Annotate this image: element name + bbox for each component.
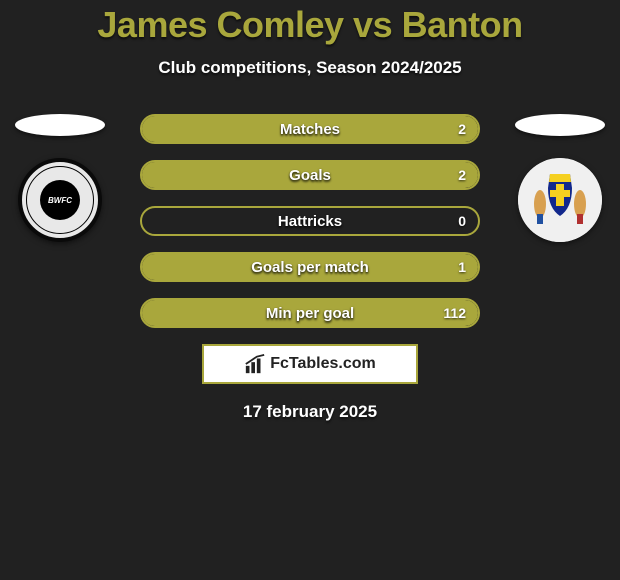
stat-value-right: 112 [443,305,466,321]
stat-value-right: 0 [458,213,466,229]
chart-icon [244,353,266,375]
stats-column: Matches 2 Goals 2 Hattricks 0 Goals per match 1… [140,114,480,328]
date-line: 17 february 2025 [0,402,620,422]
club-badge-right-crest [518,158,602,242]
stat-value-right: 2 [458,121,466,137]
player-right-panel [510,114,610,242]
flag-ellipse-right [515,114,605,136]
page-title: James Comley vs Banton [0,4,620,46]
stat-label: Matches [280,121,340,138]
compare-area: BWFC Matches2Goals2Hat [0,114,620,328]
stat-value-right: 1 [458,259,466,275]
stat-row: Matches 2 [140,114,480,144]
flag-ellipse-left [15,114,105,136]
stat-row: Min per goal 112 [140,298,480,328]
stat-label: Min per goal [266,305,354,322]
stat-row: Goals 2 [140,160,480,190]
club-badge-left: BWFC [18,158,102,242]
club-badge-left-ring [26,166,94,234]
stat-value-right: 2 [458,167,466,183]
club-badge-right [518,158,602,242]
player-left-panel: BWFC [10,114,110,242]
stat-row: Hattricks 0 [140,206,480,236]
stat-label: Hattricks [278,213,342,230]
stat-label: Goals [289,167,331,184]
brand-text: FcTables.com [270,355,376,373]
brand-box: FcTables.com [202,344,418,384]
stat-row: Goals per match 1 [140,252,480,282]
subtitle: Club competitions, Season 2024/2025 [0,58,620,78]
stat-label: Goals per match [251,259,369,276]
infographic-root: James Comley vs Banton Club competitions… [0,0,620,422]
